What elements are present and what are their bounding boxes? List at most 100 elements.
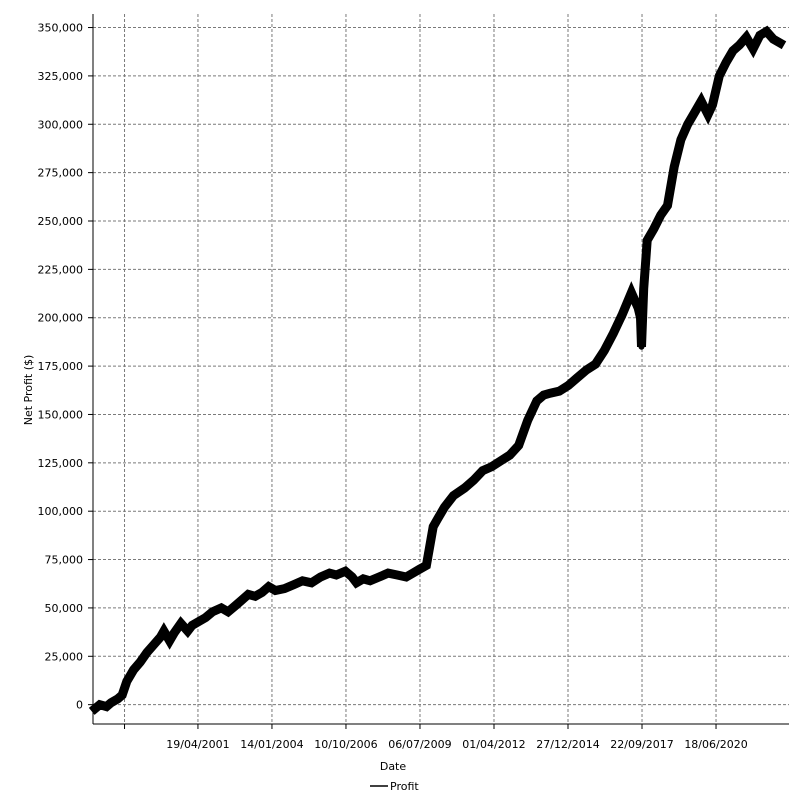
y-tick-labels: 0 25,000 50,000 75,000 100,000 125,000 150,000… — [38, 22, 84, 712]
x-tick-label: 14/01/2004 — [240, 738, 303, 751]
data-point — [677, 136, 684, 143]
x-tick-labels: 19/04/2001 14/01/2004 10/10/2006 06/07/2009… — [166, 738, 747, 751]
data-point — [488, 463, 495, 470]
data-point — [723, 59, 730, 66]
data-point — [628, 289, 635, 296]
data-point — [610, 330, 617, 337]
data-point — [225, 608, 232, 615]
legend: Profit — [370, 780, 419, 793]
data-point — [736, 41, 743, 48]
data-point — [770, 36, 777, 43]
data-point — [698, 98, 705, 105]
data-point — [640, 285, 647, 292]
data-point — [470, 477, 477, 484]
data-point — [299, 577, 306, 584]
data-point — [540, 392, 547, 399]
data-point — [258, 589, 265, 596]
data-point — [416, 566, 423, 573]
data-point — [123, 678, 130, 685]
data-point — [342, 568, 349, 575]
data-point — [556, 388, 563, 395]
data-point — [231, 602, 238, 609]
data-point — [619, 310, 626, 317]
y-tick-label: 75,000 — [45, 554, 84, 567]
data-point — [150, 641, 157, 648]
x-tick-label: 19/04/2001 — [166, 738, 229, 751]
data-point — [533, 397, 540, 404]
data-point — [756, 32, 763, 39]
data-point — [317, 573, 324, 580]
data-point — [524, 417, 531, 424]
data-point — [635, 305, 642, 312]
data-point — [515, 442, 522, 449]
y-tick-label: 175,000 — [38, 360, 84, 373]
data-point — [252, 593, 259, 600]
y-tick-label: 200,000 — [38, 312, 84, 325]
x-tick-label: 01/04/2012 — [462, 738, 525, 751]
x-tick-label: 10/10/2006 — [314, 738, 377, 751]
data-point — [119, 691, 126, 698]
data-point — [704, 111, 711, 118]
series-layer — [88, 25, 787, 715]
data-point — [367, 577, 374, 584]
data-point — [547, 390, 554, 397]
data-point — [650, 225, 657, 232]
data-point — [209, 608, 216, 615]
data-point — [308, 579, 315, 586]
data-point — [657, 212, 664, 219]
data-point — [238, 597, 245, 604]
data-point — [743, 34, 750, 41]
data-point — [245, 591, 252, 598]
data-point — [565, 382, 572, 389]
x-tick-label: 18/06/2020 — [684, 738, 747, 751]
data-point — [130, 666, 137, 673]
data-point — [177, 620, 184, 627]
data-point — [160, 628, 167, 635]
data-point — [144, 649, 151, 656]
data-point — [171, 630, 178, 637]
data-point — [423, 562, 430, 569]
y-axis-title: Net Profit ($) — [22, 355, 35, 426]
data-point — [664, 202, 671, 209]
data-point — [92, 705, 99, 712]
data-point — [430, 523, 437, 530]
data-point — [157, 633, 164, 640]
data-point — [763, 28, 770, 35]
data-point — [409, 570, 416, 577]
axes — [88, 14, 789, 729]
y-tick-label: 250,000 — [38, 215, 84, 228]
data-point — [592, 361, 599, 368]
data-point — [333, 572, 340, 579]
data-point — [716, 72, 723, 79]
data-point — [691, 109, 698, 116]
data-point — [671, 163, 678, 170]
data-point — [166, 637, 173, 644]
y-tick-label: 125,000 — [38, 457, 84, 470]
data-point — [349, 573, 356, 580]
x-tick-label: 06/07/2009 — [388, 738, 451, 751]
y-tick-label: 50,000 — [45, 602, 84, 615]
data-point — [103, 703, 110, 710]
data-point — [326, 570, 333, 577]
data-point — [114, 695, 121, 702]
data-point — [218, 604, 225, 611]
data-point — [137, 659, 144, 666]
data-point — [777, 40, 784, 47]
x-axis-title: Date — [380, 760, 407, 773]
data-point — [272, 587, 279, 594]
data-point — [281, 585, 288, 592]
grid-lines — [93, 14, 789, 724]
y-tick-label: 275,000 — [38, 167, 84, 180]
y-tick-label: 325,000 — [38, 70, 84, 83]
data-point — [637, 314, 644, 321]
y-tick-label: 0 — [76, 699, 83, 712]
legend-label-profit: Profit — [390, 780, 419, 793]
data-point — [353, 579, 360, 586]
y-tick-label: 100,000 — [38, 505, 84, 518]
data-point — [709, 101, 716, 108]
data-point — [108, 699, 115, 706]
y-tick-label: 350,000 — [38, 22, 84, 35]
data-point — [202, 614, 209, 621]
data-point — [403, 573, 410, 580]
